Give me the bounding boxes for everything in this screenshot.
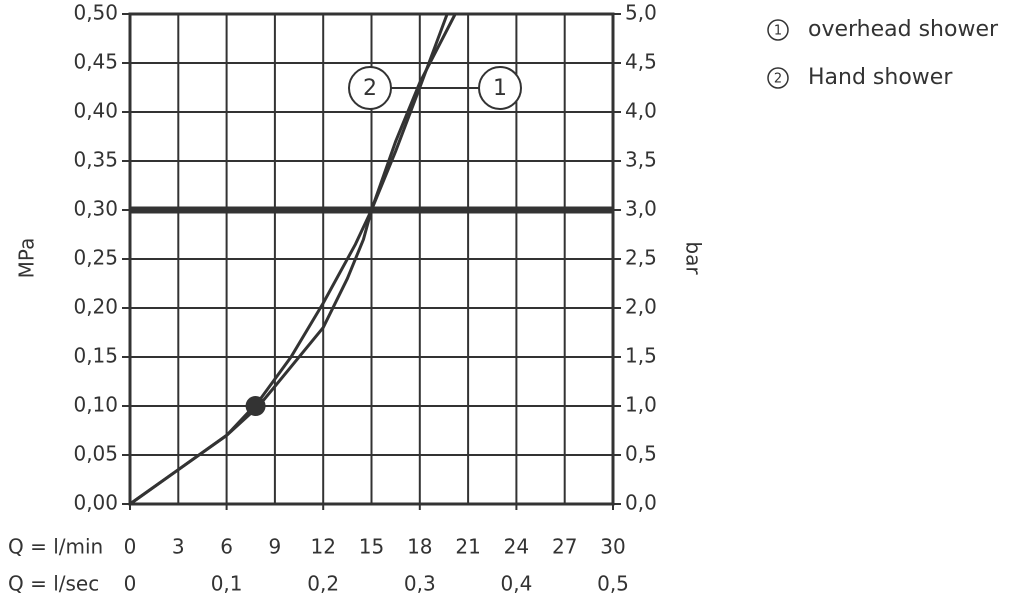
x-tick-label: 0 bbox=[124, 535, 137, 559]
legend-marker-label: 2 bbox=[774, 72, 782, 87]
y2-tick-label: 1,5 bbox=[625, 344, 657, 368]
legend-circle bbox=[767, 19, 789, 41]
y2-tick-label: 5,0 bbox=[625, 1, 657, 25]
y2-tick-label: 3,0 bbox=[625, 197, 657, 221]
point-marker bbox=[245, 396, 266, 416]
callout-circle bbox=[348, 66, 392, 110]
y-tick-label: 0,20 bbox=[73, 295, 118, 319]
x-tick-label: 12 bbox=[310, 535, 335, 559]
x-tick-label: 27 bbox=[552, 535, 577, 559]
x2-axis-label: Q = l/sec bbox=[8, 572, 99, 596]
y-tick-label: 0,15 bbox=[73, 344, 118, 368]
x2-tick-label: 0 bbox=[124, 572, 137, 596]
y2-tick-label: 4,0 bbox=[625, 99, 657, 123]
y2-tick-label: 2,0 bbox=[625, 295, 657, 319]
y-tick-label: 0,35 bbox=[73, 148, 118, 172]
x-tick-label: 24 bbox=[504, 535, 529, 559]
y-tick-label: 0,30 bbox=[73, 197, 118, 221]
y2-tick-label: 0,0 bbox=[625, 491, 657, 515]
y-tick-label: 0,10 bbox=[73, 393, 118, 417]
x2-tick-label: 0,2 bbox=[307, 572, 339, 596]
x2-tick-label: 0,3 bbox=[404, 572, 436, 596]
x-tick-label: 6 bbox=[220, 535, 233, 559]
y-tick-label: 0,00 bbox=[73, 491, 118, 515]
x2-tick-label: 0,5 bbox=[597, 572, 629, 596]
x2-tick-label: 0,4 bbox=[500, 572, 532, 596]
x-tick-label: 30 bbox=[600, 535, 625, 559]
legend-label: overhead shower bbox=[808, 17, 999, 42]
series-line bbox=[129, 13, 449, 506]
x-axis-label: Q = l/min bbox=[8, 535, 103, 559]
y2-tick-label: 0,5 bbox=[625, 442, 657, 466]
y2-tick-label: 4,5 bbox=[625, 50, 657, 74]
callout-label: 2 bbox=[363, 76, 377, 101]
x-tick-label: 3 bbox=[172, 535, 185, 559]
y-tick-label: 0,50 bbox=[73, 1, 118, 25]
y2-tick-label: 3,5 bbox=[625, 148, 657, 172]
y-tick-label: 0,05 bbox=[73, 442, 118, 466]
x-tick-label: 15 bbox=[359, 535, 384, 559]
y2-tick-label: 2,5 bbox=[625, 246, 657, 270]
y-tick-label: 0,40 bbox=[73, 99, 118, 123]
x2-tick-label: 0,1 bbox=[211, 572, 243, 596]
y2-tick-label: 1,0 bbox=[625, 393, 657, 417]
legend-label: Hand shower bbox=[808, 65, 953, 90]
y-axis-label: MPa bbox=[15, 238, 39, 279]
callout-label: 1 bbox=[493, 76, 507, 101]
plot-border bbox=[128, 12, 615, 506]
y-tick-label: 0,25 bbox=[73, 246, 118, 270]
legend-circle bbox=[767, 67, 789, 89]
y-tick-label: 0,45 bbox=[73, 50, 118, 74]
x-tick-label: 9 bbox=[269, 535, 282, 559]
x-tick-label: 21 bbox=[455, 535, 480, 559]
y2-axis-label: bar bbox=[682, 241, 706, 275]
callout-circle bbox=[478, 66, 522, 110]
x-tick-label: 18 bbox=[407, 535, 432, 559]
legend-marker-label: 1 bbox=[774, 24, 782, 39]
